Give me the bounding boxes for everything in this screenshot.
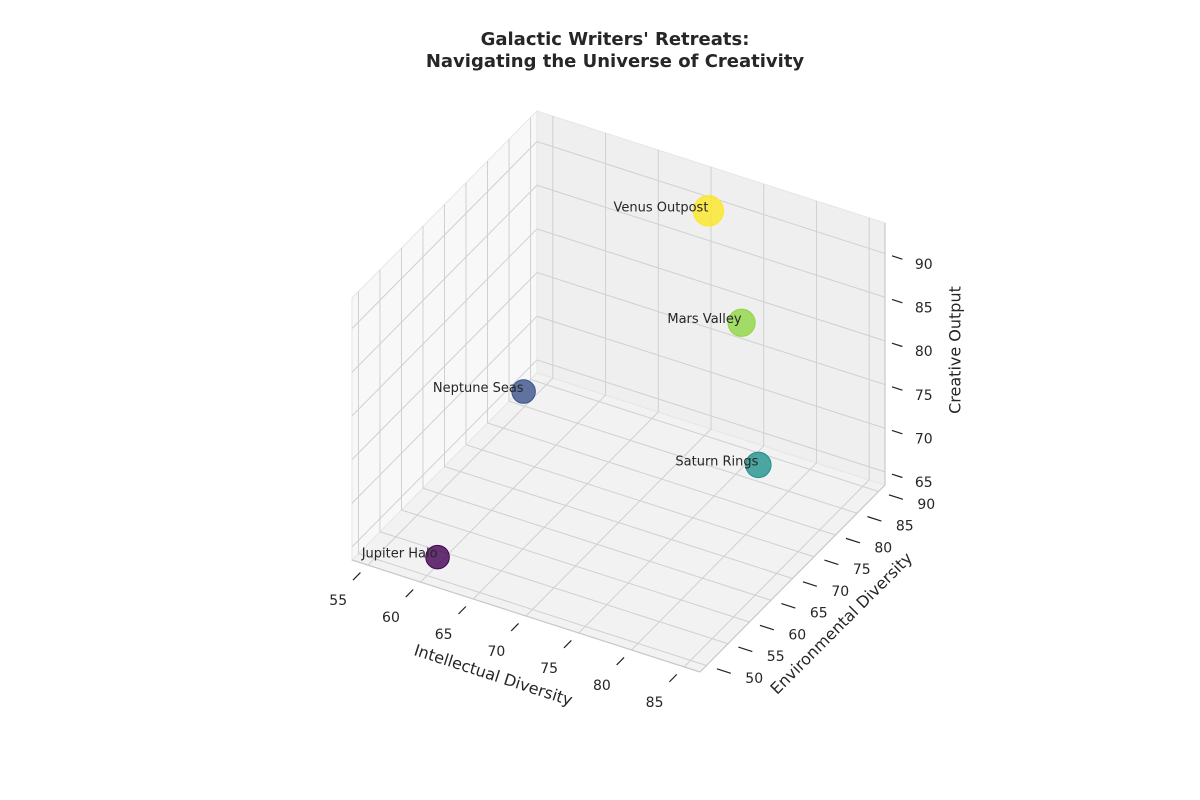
grid-line xyxy=(444,204,793,579)
z-axis-label: Creative Output xyxy=(946,286,965,414)
grid-line xyxy=(400,247,750,623)
grid-line xyxy=(420,133,607,583)
x-tick-label: 70 xyxy=(487,644,505,660)
y-tick-label: 50 xyxy=(745,671,763,687)
y-tick-label: 90 xyxy=(917,497,935,513)
y-tick-label: 85 xyxy=(896,519,914,535)
z-tick-label: 75 xyxy=(915,388,933,404)
grid-line xyxy=(422,226,772,601)
grid-line xyxy=(465,182,815,558)
grid-line xyxy=(357,291,707,666)
grid-line xyxy=(351,359,886,548)
y-tick xyxy=(867,516,882,522)
chart-title: Galactic Writers' Retreats: xyxy=(481,29,750,50)
z-tick-label: 65 xyxy=(915,475,933,491)
grid-line xyxy=(472,150,659,600)
grid-line xyxy=(631,200,817,651)
grid-line xyxy=(351,271,886,460)
x-tick-label: 55 xyxy=(329,593,347,609)
grid-line xyxy=(525,167,712,617)
z-tick-label: 90 xyxy=(915,257,933,273)
point xyxy=(425,544,450,570)
y-tick xyxy=(781,603,796,609)
x-tick-label: 65 xyxy=(435,627,453,643)
x-tick xyxy=(668,673,678,683)
z-tick xyxy=(891,342,903,348)
grid-line xyxy=(351,315,886,504)
grid-line xyxy=(351,184,886,373)
z-tick xyxy=(891,298,903,304)
axis-line xyxy=(699,484,886,673)
grid-line xyxy=(351,140,886,329)
z-tick xyxy=(891,429,903,435)
x-tick xyxy=(563,640,572,649)
y-tick xyxy=(716,668,731,674)
y-tick xyxy=(802,581,818,587)
x-tick-label: 80 xyxy=(593,678,611,694)
y-tick-label: 65 xyxy=(810,606,828,622)
z-tick xyxy=(891,473,903,479)
x-tick xyxy=(458,606,467,615)
y-tick xyxy=(759,624,775,631)
z-tick-label: 70 xyxy=(915,431,933,447)
x-tick xyxy=(616,656,625,666)
x-tick-label: 75 xyxy=(540,661,558,677)
z-tick-label: 85 xyxy=(915,300,933,316)
y-tick-label: 55 xyxy=(767,649,785,665)
z-tick xyxy=(891,386,903,391)
point-label: Saturn Rings xyxy=(675,454,758,469)
x-tick-label: 85 xyxy=(646,695,664,711)
point xyxy=(745,451,772,479)
grid-line xyxy=(379,269,729,645)
point xyxy=(511,379,536,404)
z-tick-label: 80 xyxy=(915,344,933,360)
y-tick-label: 60 xyxy=(788,627,806,643)
y-tick-label: 70 xyxy=(831,584,849,600)
x-tick xyxy=(352,572,361,581)
z-tick xyxy=(891,255,903,260)
point xyxy=(727,308,756,337)
y-tick xyxy=(738,646,753,653)
point-label: Jupiter Halo xyxy=(361,547,438,562)
grid-line xyxy=(351,228,886,417)
axis-line xyxy=(351,559,701,673)
point-label: Venus Outpost xyxy=(614,200,709,215)
point-label: Mars Valley xyxy=(667,312,742,327)
grid-line xyxy=(578,183,765,634)
grid-line xyxy=(683,217,870,668)
x-tick xyxy=(405,589,414,598)
grid-line xyxy=(487,161,836,536)
y-tick xyxy=(824,559,839,566)
grid-line xyxy=(508,139,858,514)
y-tick-label: 80 xyxy=(874,540,892,556)
grid-line xyxy=(367,116,554,566)
point xyxy=(692,195,725,227)
chart-title: Navigating the Universe of Creativity xyxy=(426,51,805,72)
y-tick-label: 75 xyxy=(853,562,871,578)
point-label: Neptune Seas xyxy=(433,381,524,396)
y-tick xyxy=(845,537,861,544)
y-tick xyxy=(888,494,904,500)
x-tick xyxy=(510,623,520,632)
x-tick-label: 60 xyxy=(382,610,400,626)
